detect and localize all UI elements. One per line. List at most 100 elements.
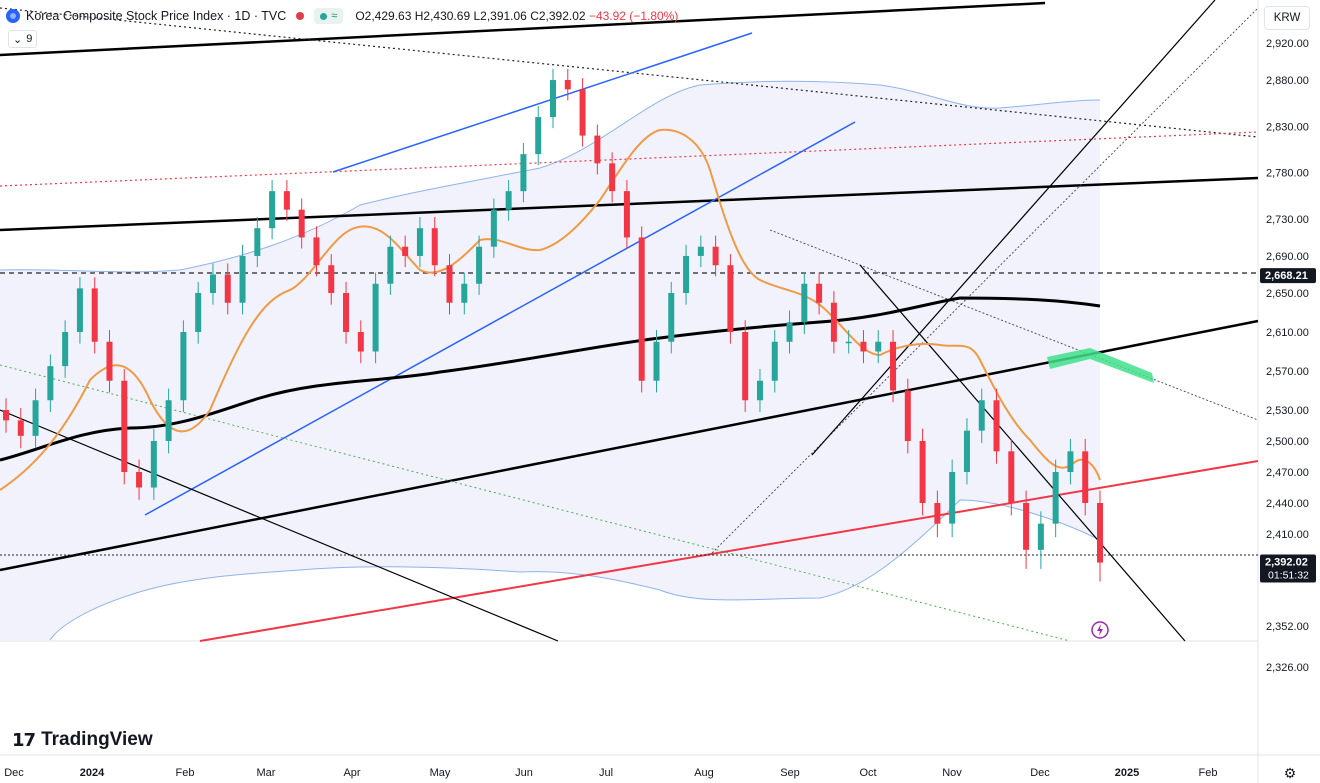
currency-selector[interactable]: KRW bbox=[1264, 6, 1310, 30]
candle-body bbox=[431, 228, 438, 266]
y-tick-label: 2,830.00 bbox=[1266, 121, 1309, 133]
candle-body bbox=[62, 332, 69, 367]
moving-average-slow bbox=[0, 296, 1101, 462]
candle-body bbox=[978, 400, 985, 431]
candle-body bbox=[313, 237, 320, 266]
candle-body bbox=[904, 390, 911, 441]
y-tick-label: 2,730.00 bbox=[1266, 214, 1309, 226]
x-tick-label: Aug bbox=[694, 767, 714, 779]
ohlc-open: O2,429.63 bbox=[355, 9, 412, 23]
price-badge-label: 2,392.02 bbox=[1265, 557, 1308, 569]
market-closed-icon bbox=[296, 12, 305, 20]
symbol-title[interactable]: Korea Composite Stock Price Index · 1D ·… bbox=[26, 9, 287, 23]
y-tick-label: 2,650.00 bbox=[1266, 288, 1309, 300]
y-tick-label: 2,326.00 bbox=[1266, 662, 1309, 674]
y-tick-label: 2,880.00 bbox=[1266, 75, 1309, 87]
candle-body bbox=[860, 341, 867, 352]
candle-body bbox=[254, 228, 261, 256]
candle-body bbox=[919, 441, 926, 503]
y-tick-label: 2,920.00 bbox=[1266, 38, 1309, 50]
candle-body bbox=[461, 283, 468, 303]
tradingview-logo-icon: 𝟭𝟳 bbox=[12, 729, 36, 750]
candle-body bbox=[136, 472, 143, 488]
candle-body bbox=[683, 255, 690, 293]
x-tick-label: May bbox=[430, 767, 451, 779]
candle-body bbox=[1082, 451, 1089, 503]
x-tick-label: Dec bbox=[1030, 767, 1050, 779]
candle-body bbox=[949, 472, 956, 524]
candle-body bbox=[47, 366, 54, 401]
candle-body bbox=[875, 341, 882, 352]
candle-body bbox=[1037, 523, 1044, 550]
price-axis[interactable]: 2,326.00 2,352.00 2,410.00 2,440.00 2,470.00… bbox=[1266, 38, 1309, 674]
x-tick-label: Jun bbox=[515, 767, 533, 779]
candle-body bbox=[505, 191, 512, 210]
tradingview-logo[interactable]: 𝟭𝟳 TradingView bbox=[12, 729, 153, 751]
x-tick-label: 2024 bbox=[80, 767, 105, 779]
candle-body bbox=[668, 293, 675, 342]
bollinger-band-fill bbox=[0, 81, 1100, 640]
candle-body bbox=[1067, 451, 1074, 472]
candle-body bbox=[91, 288, 98, 342]
candle-body bbox=[816, 283, 823, 303]
candle-body bbox=[771, 341, 778, 381]
candle-body bbox=[209, 274, 216, 293]
moving-average-fast bbox=[0, 128, 1101, 491]
candle-body bbox=[890, 341, 897, 391]
candle-body bbox=[579, 89, 586, 136]
symbol-header[interactable]: Korea Composite Stock Price Index · 1D ·… bbox=[6, 6, 678, 26]
x-tick-label: Dec bbox=[4, 767, 24, 779]
candle-body bbox=[150, 441, 157, 488]
candle-body bbox=[594, 135, 601, 164]
time-axis[interactable]: Dec 2024 Feb Mar Apr May Jun Jul Aug Sep Oct Nov Dec… bbox=[4, 767, 1217, 779]
candle-body bbox=[490, 209, 497, 247]
y-tick-label: 2,610.00 bbox=[1266, 327, 1309, 339]
candle-body bbox=[283, 191, 290, 210]
x-tick-label: Nov bbox=[942, 767, 962, 779]
candle-body bbox=[269, 191, 276, 229]
x-tick-label: Oct bbox=[859, 767, 876, 779]
candle-body bbox=[402, 246, 409, 256]
y-tick-label: 2,410.00 bbox=[1266, 529, 1309, 541]
candle-body bbox=[180, 332, 187, 401]
indicator-legend[interactable]: ⌄ 9 bbox=[8, 30, 38, 48]
candle-body bbox=[195, 293, 202, 332]
brand-name: TradingView bbox=[41, 729, 153, 750]
x-tick-label: Sep bbox=[780, 767, 800, 779]
indicator-count: 9 bbox=[26, 33, 33, 45]
ohlc-low: L2,391.06 bbox=[473, 9, 527, 23]
candle-body bbox=[564, 80, 571, 90]
candle-body bbox=[727, 265, 734, 332]
settings-gear-icon[interactable]: ⚙ bbox=[1283, 765, 1297, 781]
ohlc-change: −43.92 (−1.80%) bbox=[588, 9, 679, 23]
x-tick-label: Apr bbox=[343, 767, 360, 779]
candle-body bbox=[520, 154, 527, 192]
candle-body bbox=[786, 322, 793, 342]
candle-body bbox=[623, 191, 630, 238]
candle-body bbox=[801, 283, 808, 323]
lightning-icon[interactable] bbox=[1091, 621, 1109, 639]
y-tick-label: 2,780.00 bbox=[1266, 168, 1309, 180]
candle-body bbox=[830, 302, 837, 342]
x-tick-label: Jul bbox=[599, 767, 613, 779]
realtime-status-pill[interactable]: ≈ bbox=[314, 8, 344, 24]
candle-body bbox=[535, 117, 542, 155]
ohlc-high: H2,430.69 bbox=[414, 9, 471, 23]
y-tick-label: 2,500.00 bbox=[1266, 436, 1309, 448]
candle-body bbox=[121, 380, 128, 472]
candle-body bbox=[224, 274, 231, 303]
candle-body bbox=[609, 163, 616, 192]
status-dot-icon bbox=[320, 12, 328, 20]
ohlc-values: O2,429.63 H2,430.69 L2,391.06 C2,392.02 … bbox=[355, 9, 678, 23]
y-tick-label: 2,530.00 bbox=[1266, 405, 1309, 417]
candle-body bbox=[993, 400, 1000, 452]
chevron-down-icon[interactable]: ⌄ bbox=[13, 33, 23, 46]
wave-icon: ≈ bbox=[331, 10, 338, 22]
x-tick-label: Feb bbox=[176, 767, 195, 779]
candle-body bbox=[32, 400, 39, 436]
symbol-logo-icon bbox=[6, 9, 20, 23]
candle-body bbox=[17, 420, 24, 436]
candle-body bbox=[357, 332, 364, 352]
